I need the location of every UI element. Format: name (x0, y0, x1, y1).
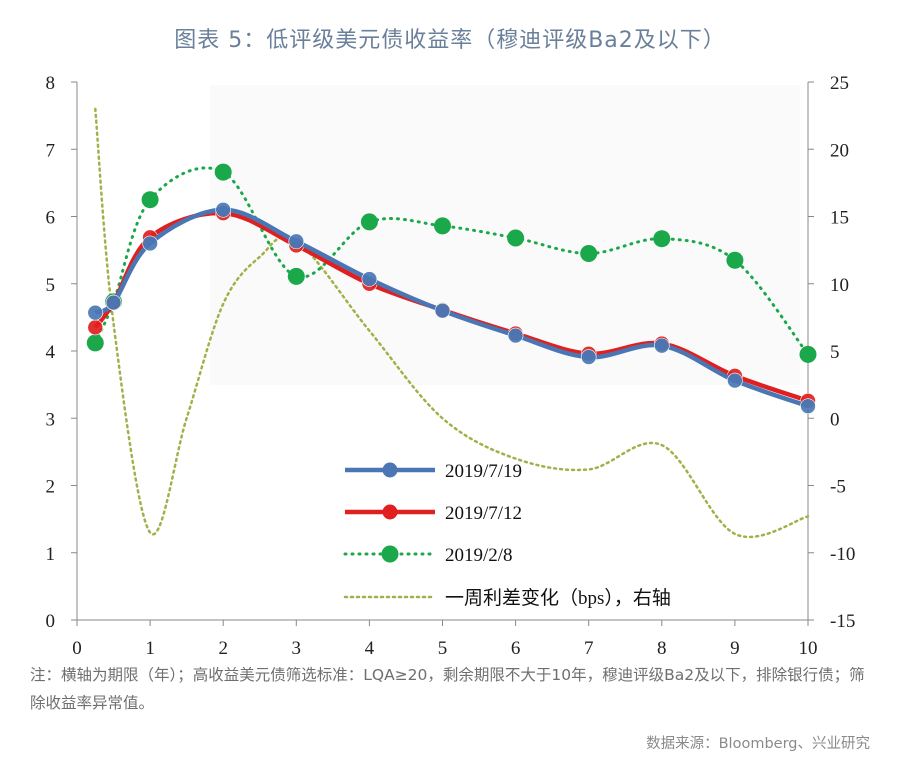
series-2-point (799, 345, 817, 363)
chart-title: 图表 5：低评级美元债收益率（穆迪评级Ba2及以下） (174, 28, 726, 53)
series-2-point (434, 217, 451, 235)
y-left-tick-label: 7 (46, 140, 56, 161)
y-right-tick-label: 10 (830, 275, 849, 296)
legend-item-2-marker (381, 545, 399, 563)
data-source: 数据来源：Bloomberg、兴业研究 (646, 736, 870, 752)
y-right-tick-label: 15 (830, 208, 849, 229)
x-tick-label: 8 (657, 638, 667, 659)
y-left-tick-label: 1 (46, 544, 56, 565)
series-0-point (800, 398, 816, 414)
series-2-point (287, 267, 305, 285)
series-0-point (434, 302, 451, 319)
series-2-point (86, 334, 104, 352)
y-left-tick-label: 3 (46, 409, 56, 430)
series-0-point (653, 337, 670, 354)
y-right-tick-label: -10 (830, 544, 855, 565)
legend-item-1-label: 2019/7/12 (445, 503, 522, 524)
series-0-point (87, 304, 104, 321)
series-2-point (580, 244, 598, 262)
x-tick-label: 7 (584, 638, 594, 659)
y-left-tick-label: 5 (46, 275, 56, 296)
legend-item-3-label: 一周利差变化（bps），右轴 (445, 587, 671, 609)
x-tick-label: 10 (799, 638, 818, 659)
series-2-point (507, 229, 525, 247)
series-2-line (93, 166, 810, 356)
series-3-line (94, 107, 810, 539)
x-tick-label: 3 (292, 638, 302, 659)
y-left-tick-label: 6 (46, 208, 56, 229)
y-right-tick-label: 0 (830, 409, 840, 430)
series-2-point (360, 213, 378, 231)
legend-item-1-marker (382, 504, 398, 520)
y-right-tick-label: 5 (830, 342, 840, 363)
series-0-point (361, 271, 378, 287)
x-tick-label: 5 (438, 638, 448, 659)
y-right-tick-label: 20 (830, 140, 849, 161)
series-2-point (214, 163, 232, 181)
y-left-tick-label: 4 (46, 342, 56, 363)
x-tick-label: 1 (145, 638, 155, 659)
x-tick-label: 4 (365, 638, 375, 659)
legend-item-2-label: 2019/2/8 (445, 545, 513, 566)
series-2-point (653, 230, 671, 248)
y-right-tick-label: 25 (830, 73, 849, 94)
series-0-point (215, 201, 231, 218)
series-2-point (726, 251, 744, 269)
series-layer (86, 107, 817, 539)
footnote: 注：横轴为期限（年）；高收益美元债筛选标准：LQA≥20，剩余期限不大于10年，… (30, 666, 865, 712)
series-0-point (142, 235, 158, 252)
y-left-tick-label: 0 (46, 611, 56, 632)
legend-item-0-marker (382, 462, 398, 478)
series-0-point (105, 294, 122, 311)
y-right-tick-label: -15 (830, 611, 855, 632)
y-left-tick-label: 2 (46, 477, 56, 498)
series-0-point (580, 349, 597, 365)
x-tick-label: 0 (72, 638, 82, 659)
series-0-point (507, 327, 524, 344)
series-0-point (727, 372, 743, 389)
plot-area (210, 85, 800, 385)
series-1-point (87, 319, 104, 336)
axes: 0 1 2 3 4 5 6 7 8 -15 -10 -5 0 5 10 15 20 25 0 1 2 3 4 5 6 7 8 9 10 (46, 73, 856, 659)
y-left-tick-label: 8 (46, 73, 56, 94)
series-0-point (288, 233, 305, 250)
x-tick-label: 6 (511, 638, 521, 659)
y-right-tick-label: -5 (830, 477, 846, 498)
legend: 2019/7/19 2019/7/12 2019/2/8 一周利差变化（bps），右轴 (343, 461, 671, 609)
x-tick-label: 9 (730, 638, 740, 659)
x-tick-label: 2 (218, 638, 228, 659)
series-2-point (141, 191, 159, 209)
legend-item-0-label: 2019/7/19 (445, 461, 522, 482)
